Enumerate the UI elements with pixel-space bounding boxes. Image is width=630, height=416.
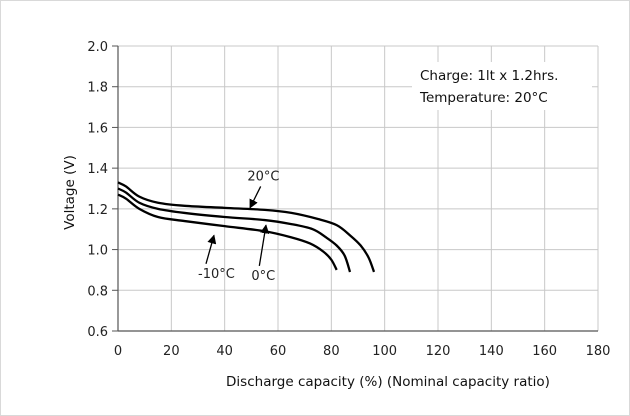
callout-label-0c: 0°C: [251, 269, 275, 284]
x-tick-label: 60: [270, 344, 287, 359]
x-axis-label: Discharge capacity (%) (Nominal capacity…: [226, 374, 550, 390]
y-tick-label: 1.2: [87, 203, 108, 218]
callout-label-20c: 20°C: [247, 169, 279, 184]
x-tick-label: 180: [586, 344, 611, 359]
y-tick-label: 0.8: [87, 284, 108, 299]
series-layer: [117, 181, 376, 273]
y-tick-label: 1.0: [87, 244, 108, 259]
callout-arrow-20c: [249, 186, 262, 209]
annotation-box: Charge: 1lt x 1.2hrs. Temperature: 20°C: [412, 62, 592, 110]
x-tick-label: 20: [163, 344, 180, 359]
x-tick-label: 140: [479, 344, 504, 359]
annotation-temperature: Temperature: 20°C: [419, 90, 548, 106]
grid-lines: [118, 45, 599, 331]
callout-layer: 20°C 0°C -10°C: [198, 169, 279, 284]
series-line--10c: [117, 193, 338, 271]
y-axis-label: Voltage (V): [62, 155, 78, 230]
callout-arrow-0c: [258, 224, 270, 266]
series-line-20c: [117, 181, 376, 273]
x-tick-label: 80: [323, 344, 340, 359]
x-tick-label: 120: [426, 344, 451, 359]
y-tick-label: 1.6: [87, 121, 108, 136]
y-tick-label: 1.4: [87, 162, 108, 177]
y-tick-label: 2.0: [87, 40, 108, 55]
x-tick-label: 100: [372, 344, 397, 359]
x-tick-label: 0: [114, 344, 122, 359]
callout-arrow--10c: [205, 234, 217, 264]
y-tick-label: 1.8: [87, 81, 108, 96]
axes: 0 20 40 60 80 100 120 140 160 180 0.6 0.8 1.0 1.2 1.4 1…: [87, 40, 610, 359]
annotation-charge: Charge: 1lt x 1.2hrs.: [420, 68, 558, 84]
callout-label--10c: -10°C: [198, 267, 235, 282]
y-tick-label: 0.6: [87, 325, 108, 340]
x-tick-label: 40: [216, 344, 233, 359]
x-tick-label: 160: [532, 344, 557, 359]
annotation-background: [412, 62, 592, 110]
series-line-0c: [117, 187, 352, 273]
